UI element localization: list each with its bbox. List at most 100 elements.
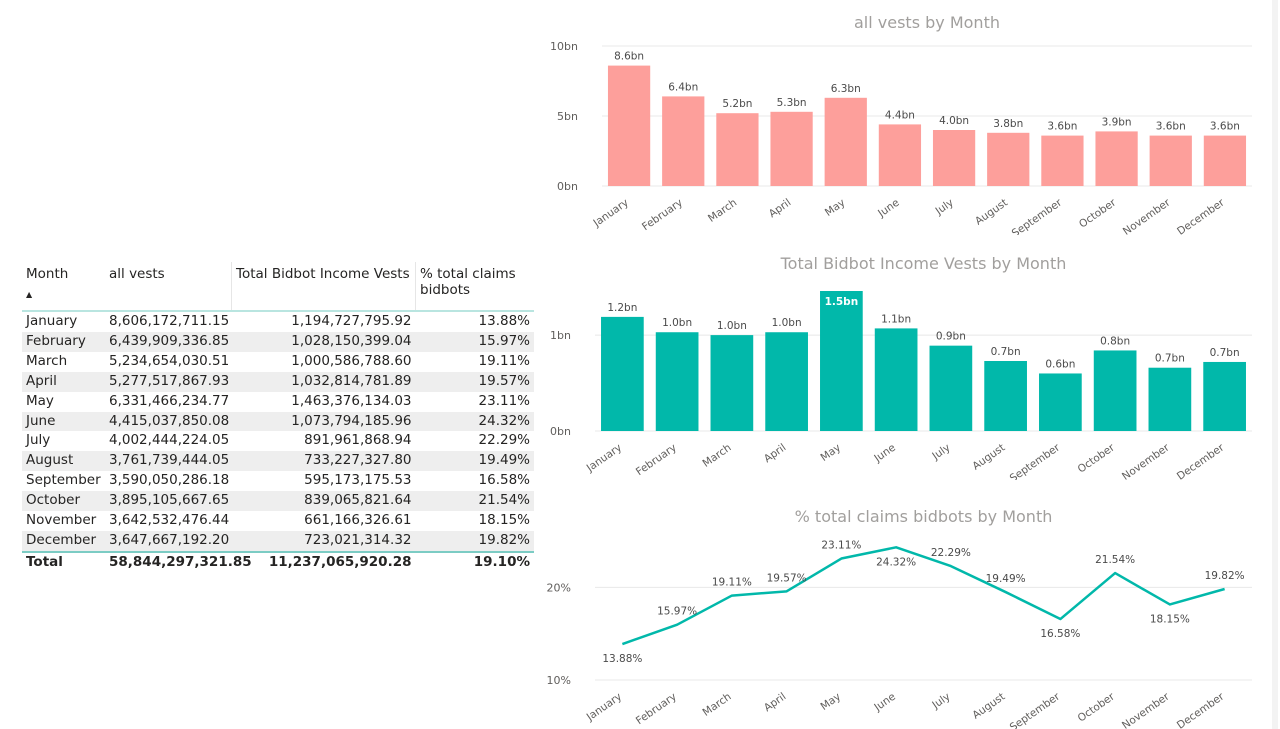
x-tick-label: November — [1120, 441, 1172, 480]
data-label: 15.97% — [657, 606, 697, 618]
x-tick-label: November — [1121, 196, 1173, 235]
bar — [1039, 373, 1082, 431]
cell-pct-claims: 13.88% — [478, 313, 530, 329]
x-tick-label: October — [1076, 690, 1118, 724]
x-tick-label: July — [933, 197, 956, 218]
bar — [662, 96, 705, 186]
data-label: 5.2bn — [722, 98, 752, 110]
x-tick-label: November — [1120, 690, 1172, 729]
cell-month: December — [22, 530, 105, 552]
table-row[interactable]: February 6,439,909,336.85 1,028,150,399.04… — [22, 331, 534, 352]
y-tick-label: 10bn — [550, 40, 578, 53]
x-tick-label: June — [871, 691, 897, 715]
x-tick-label: March — [700, 691, 733, 719]
page-scrollbar[interactable] — [1272, 0, 1278, 729]
table-total-row: Total 58,844,297,321.85 11,237,065,920.2… — [22, 550, 534, 574]
total-label: Total — [22, 550, 105, 574]
cell-bidbot-income: 891,961,868.94 — [304, 432, 412, 449]
x-tick-label: June — [875, 197, 901, 221]
data-label: 0.7bn — [991, 346, 1021, 358]
cell-pct-claims: 19.82% — [415, 530, 534, 552]
bar — [1148, 367, 1192, 431]
x-tick-label: January — [584, 691, 624, 724]
cell-all-vests: 6,331,466,234.77 — [109, 392, 230, 409]
cell-bidbot-income: 1,028,150,399.04 — [231, 331, 416, 352]
table-row[interactable]: June 4,415,037,850.08 1,073,794,185.96 24.3… — [22, 411, 534, 432]
data-label: 3.6bn — [1156, 121, 1186, 133]
table-row[interactable]: January 8,606,172,711.15 1,194,727,795.92 1… — [22, 311, 534, 332]
column-header-all-vests[interactable]: all vests — [105, 262, 232, 312]
cell-month: March — [26, 352, 68, 369]
bar — [878, 124, 922, 186]
x-tick-label: February — [640, 197, 685, 234]
bar — [1095, 131, 1138, 186]
bar — [874, 328, 918, 431]
bar — [601, 316, 644, 431]
column-header-bidbot-income[interactable]: Total Bidbot Income Vests — [231, 262, 416, 312]
x-tick-label: December — [1175, 196, 1227, 235]
column-header-label: Total Bidbot Income Vests — [236, 266, 410, 282]
chart-bidbot-income[interactable]: Total Bidbot Income Vests by Month 0bn 1bn… — [540, 245, 1280, 480]
data-label: 0.7bn — [1210, 347, 1240, 359]
cell-all-vests: 5,234,654,030.51 — [109, 352, 230, 369]
sort-ascending-icon[interactable]: ▲ — [26, 290, 33, 299]
cell-all-vests: 3,642,532,476.44 — [109, 512, 230, 529]
x-tick-label: May — [823, 197, 848, 219]
column-header-label: Month — [26, 266, 69, 282]
chart-pct-claims[interactable]: % total claims bidbots by Month 10% 20% Jan… — [540, 495, 1280, 729]
chart-all-vests[interactable]: all vests by Month 0bn 5bn 10bn January Febru… — [540, 0, 1280, 235]
data-label: 1.0bn — [772, 317, 802, 329]
table-row[interactable]: August 3,761,739,444.05 733,227,327.80 19.4… — [22, 451, 534, 472]
x-tick-label: August — [970, 691, 1007, 722]
table-row[interactable]: May 6,331,466,234.77 1,463,376,134.03 23.11… — [22, 392, 534, 412]
table-row[interactable]: March 5,234,654,030.51 1,000,586,788.60 19.… — [22, 352, 534, 372]
data-label: 1.2bn — [607, 302, 637, 314]
cell-all-vests: 3,895,105,667.65 — [105, 491, 232, 512]
cell-bidbot-income: 723,021,314.32 — [231, 530, 416, 552]
y-tick-label: 20% — [547, 581, 571, 594]
cell-month: January — [26, 313, 78, 329]
data-label: 21.54% — [1095, 554, 1135, 566]
cell-pct-claims: 15.97% — [415, 331, 534, 352]
cell-month: July — [26, 432, 51, 449]
x-tick-label: April — [767, 197, 794, 221]
bar — [655, 332, 699, 431]
x-tick-label: April — [762, 442, 789, 466]
cell-pct-claims: 19.11% — [478, 352, 530, 369]
cell-month: April — [22, 371, 105, 392]
data-label: 1.0bn — [662, 317, 692, 329]
data-label: 23.11% — [821, 540, 861, 552]
column-header-pct-claims[interactable]: % total claims bidbots — [415, 262, 534, 312]
table-row[interactable]: July 4,002,444,224.05 891,961,868.94 22.29% — [22, 431, 534, 451]
data-table: Month ▲ all vests Total Bidbot Income Ve… — [22, 262, 534, 574]
cell-pct-claims: 23.11% — [478, 392, 530, 409]
x-tick-label: March — [700, 442, 733, 470]
cell-month: October — [22, 491, 105, 512]
x-tick-label: September — [1008, 690, 1063, 729]
bar — [765, 332, 808, 431]
table-row[interactable]: September 3,590,050,286.18 595,173,175.53 1… — [22, 471, 534, 491]
table-row[interactable]: April 5,277,517,867.93 1,032,814,781.89 19.… — [22, 371, 534, 392]
bar — [820, 291, 863, 431]
data-label: 1.1bn — [881, 313, 911, 325]
column-header-label: % total claims bidbots — [420, 266, 516, 298]
table-row[interactable]: December 3,647,667,192.20 723,021,314.32 19… — [22, 530, 534, 552]
data-label: 3.8bn — [993, 118, 1023, 130]
bar — [987, 132, 1030, 186]
table-row[interactable]: November 3,642,532,476.44 661,166,326.61 18… — [22, 511, 534, 531]
cell-bidbot-income: 595,173,175.53 — [304, 472, 412, 489]
table-row[interactable]: October 3,895,105,667.65 839,065,821.64 21.… — [22, 491, 534, 512]
cell-bidbot-income: 1,194,727,795.92 — [291, 313, 412, 329]
bar — [716, 113, 759, 186]
cell-all-vests: 3,761,739,444.05 — [105, 451, 232, 472]
y-tick-label: 10% — [547, 674, 571, 687]
cell-pct-claims: 19.49% — [415, 451, 534, 472]
cell-month: June — [22, 411, 105, 432]
x-tick-label: May — [818, 442, 843, 464]
cell-pct-claims: 22.29% — [478, 432, 530, 449]
x-tick-label: September — [1010, 196, 1065, 235]
column-header-month[interactable]: Month ▲ — [22, 262, 105, 312]
total-bidbot-income: 11,237,065,920.28 — [231, 550, 416, 574]
data-label: 19.49% — [986, 573, 1026, 585]
x-tick-label: January — [584, 442, 624, 475]
